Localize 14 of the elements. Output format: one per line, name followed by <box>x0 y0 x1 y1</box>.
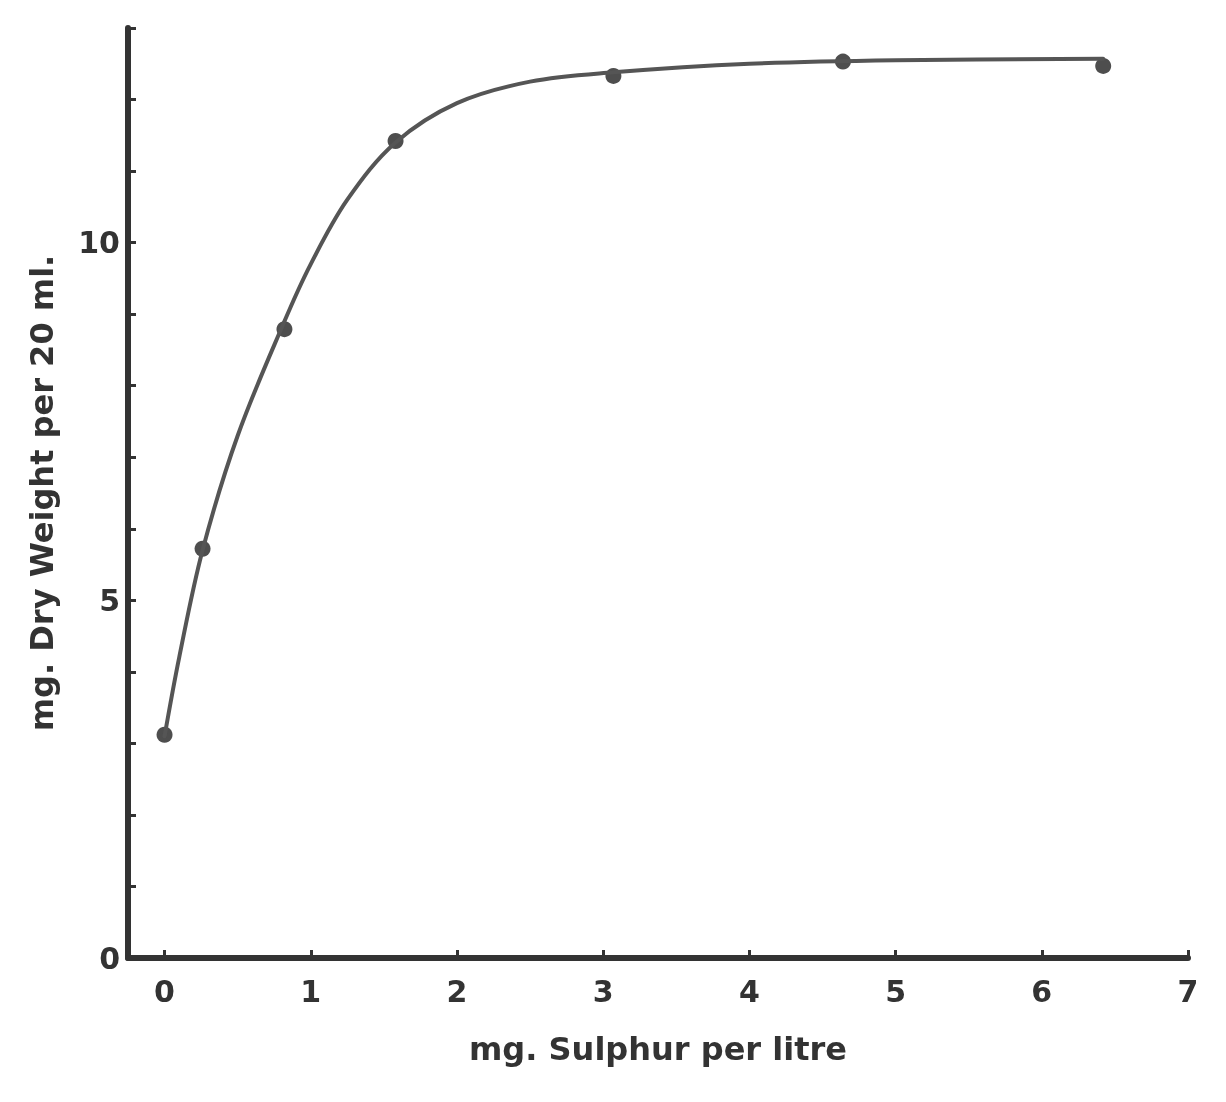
x-tick-label: 4 <box>738 973 760 1009</box>
x-tick-label: 0 <box>154 973 175 1009</box>
x-tick-label: 1 <box>300 973 322 1009</box>
x-axis-title: mg. Sulphur per litre <box>469 1030 847 1068</box>
x-tick-label: 5 <box>885 973 907 1009</box>
x-tick-label: 6 <box>1031 973 1053 1009</box>
point <box>1095 57 1112 74</box>
y-tick-label: 5 <box>99 582 120 618</box>
x-tick-label: 3 <box>592 973 614 1009</box>
x-tick-label: 7 <box>1177 973 1199 1009</box>
y-axis-title: mg. Dry Weight per 20 ml. <box>23 254 61 732</box>
x-tick-label: 2 <box>446 973 468 1009</box>
y-tick-label: 10 <box>78 225 120 261</box>
y-tick-label: 0 <box>99 940 120 976</box>
